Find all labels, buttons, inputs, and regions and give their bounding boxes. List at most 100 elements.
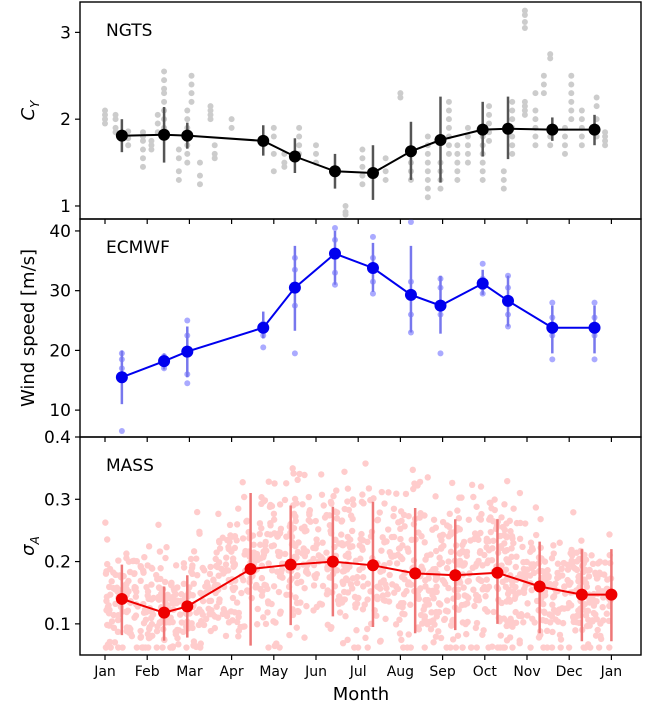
- mean-marker: [115, 129, 128, 142]
- scatter-point: [139, 129, 146, 136]
- scatter-point: [473, 644, 480, 651]
- scatter-point: [184, 107, 191, 114]
- y-tick-label: 0.4: [44, 428, 71, 448]
- scatter-point: [398, 517, 405, 525]
- scatter-point: [222, 561, 230, 568]
- scatter-point: [537, 515, 544, 523]
- scatter-point: [509, 98, 516, 105]
- scatter-point: [310, 555, 317, 563]
- scatter-point: [549, 299, 556, 306]
- scatter-point: [510, 505, 517, 512]
- scatter-point: [338, 517, 346, 524]
- scatter-point: [358, 530, 365, 538]
- scatter-point: [161, 77, 168, 84]
- scatter-point: [477, 516, 485, 523]
- scatter-point: [148, 581, 155, 588]
- scatter-point: [421, 539, 428, 546]
- scatter-point: [384, 591, 391, 598]
- scatter-point: [422, 577, 429, 584]
- scatter-point: [222, 632, 230, 640]
- scatter-point: [214, 614, 222, 621]
- scatter-point: [338, 531, 345, 538]
- mean-marker: [533, 580, 546, 593]
- scatter-point: [357, 555, 364, 562]
- scatter-point: [532, 90, 539, 97]
- scatter-point: [190, 580, 197, 587]
- scatter-point: [313, 142, 319, 149]
- scatter-point: [261, 581, 268, 589]
- scatter-point: [139, 146, 146, 153]
- scatter-point: [589, 560, 597, 568]
- mean-marker: [449, 569, 462, 582]
- scatter-point: [548, 644, 556, 651]
- scatter-point: [175, 155, 182, 162]
- scatter-point: [393, 490, 400, 497]
- scatter-point: [226, 521, 234, 529]
- y-axis-label: Wind speed [m/s]: [18, 249, 39, 407]
- scatter-point: [594, 560, 602, 567]
- scatter-point: [276, 573, 284, 580]
- scatter-point: [437, 185, 444, 192]
- scatter-point: [253, 550, 261, 558]
- scatter-point: [172, 631, 180, 638]
- scatter-point: [578, 107, 585, 114]
- scatter-point: [586, 596, 593, 604]
- mean-marker: [546, 321, 559, 334]
- scatter-point: [112, 111, 119, 118]
- scatter-point: [543, 627, 551, 635]
- y-tick-label: 40: [49, 222, 71, 242]
- scatter-point: [468, 481, 476, 489]
- scatter-point: [359, 155, 366, 162]
- scatter-point: [301, 552, 309, 560]
- mean-marker: [181, 129, 194, 142]
- scatter-point: [520, 565, 528, 573]
- scatter-point: [155, 584, 163, 591]
- scatter-point: [445, 584, 452, 592]
- scatter-point: [305, 493, 313, 501]
- scatter-point: [318, 491, 326, 498]
- scatter-point: [602, 129, 609, 136]
- scatter-point: [464, 142, 471, 149]
- scatter-point: [148, 142, 155, 149]
- scatter-point: [188, 72, 195, 79]
- scatter-point: [446, 523, 453, 531]
- y-tick-label: 0.3: [44, 490, 71, 510]
- scatter-point: [394, 551, 402, 558]
- scatter-point: [294, 548, 302, 556]
- scatter-point: [376, 509, 383, 516]
- scatter-point: [215, 510, 222, 518]
- scatter-point: [294, 579, 301, 587]
- y-tick-label: 10: [49, 401, 71, 421]
- scatter-point: [258, 574, 266, 582]
- scatter-point: [431, 621, 438, 628]
- scatter-point: [435, 600, 443, 607]
- scatter-point: [271, 480, 278, 487]
- scatter-point: [509, 150, 516, 157]
- scatter-point: [105, 610, 113, 617]
- scatter-point: [348, 527, 356, 535]
- scatter-point: [491, 506, 498, 514]
- scatter-point: [499, 578, 506, 586]
- scatter-point: [315, 526, 322, 533]
- scatter-point: [256, 530, 263, 538]
- scatter-point: [532, 133, 539, 140]
- scatter-point: [359, 491, 366, 498]
- scatter-point: [364, 580, 372, 587]
- scatter-point: [528, 586, 535, 594]
- scatter-point: [403, 587, 410, 595]
- scatter-point: [456, 526, 464, 533]
- scatter-point: [291, 495, 299, 503]
- mean-marker: [476, 277, 489, 290]
- scatter-point: [397, 599, 405, 607]
- scatter-point: [108, 578, 115, 585]
- scatter-point: [436, 561, 443, 568]
- scatter-point: [148, 620, 156, 628]
- x-tick-label: Jan: [600, 664, 623, 680]
- scatter-point: [587, 644, 594, 651]
- mean-marker: [502, 122, 515, 135]
- scatter-point: [593, 103, 600, 110]
- scatter-point: [445, 558, 452, 565]
- scatter-point: [498, 562, 505, 569]
- scatter-point: [353, 579, 361, 587]
- scatter-point: [340, 596, 348, 603]
